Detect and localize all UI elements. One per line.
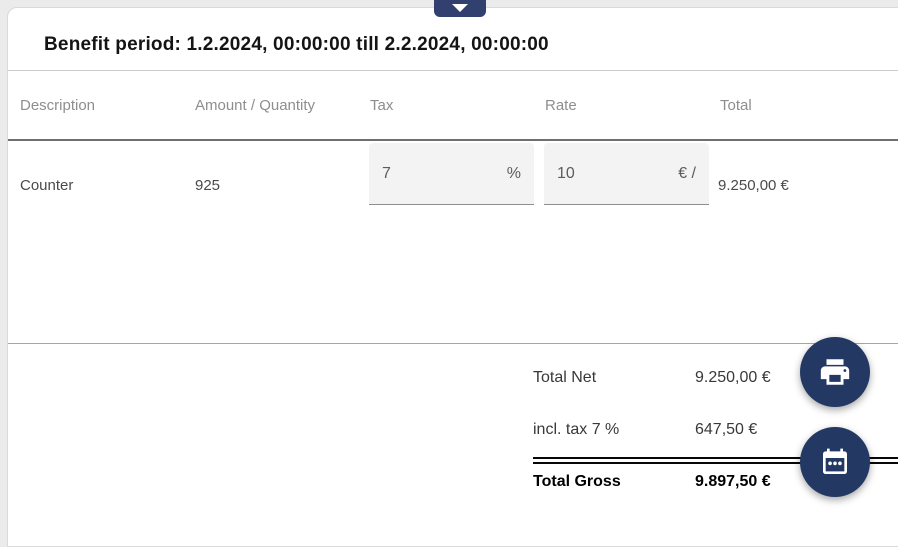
column-header-rate: Rate <box>545 97 577 114</box>
totals-divider <box>8 343 898 344</box>
calendar-button[interactable] <box>800 427 870 497</box>
print-button[interactable] <box>800 337 870 407</box>
incl-tax-label: incl. tax 7 % <box>533 421 620 438</box>
total-net-value: 9.250,00 € <box>695 369 771 386</box>
incl-tax-value: 647,50 € <box>695 421 758 438</box>
column-header-total: Total <box>720 97 752 114</box>
tax-unit-suffix: % <box>506 164 521 182</box>
calendar-icon <box>823 448 847 474</box>
title-divider <box>8 70 898 71</box>
invoice-panel <box>7 7 898 547</box>
benefit-period-title: Benefit period: 1.2.2024, 00:00:00 till … <box>44 34 549 55</box>
row-total: 9.250,00 € <box>718 177 789 194</box>
row-description: Counter <box>20 177 74 194</box>
total-net-label: Total Net <box>533 369 597 386</box>
column-header-tax: Tax <box>370 97 394 114</box>
column-header-amount: Amount / Quantity <box>195 97 316 114</box>
collapse-panel-button[interactable] <box>434 0 486 17</box>
column-header-description: Description <box>20 97 96 114</box>
row-amount: 925 <box>195 177 221 194</box>
rate-unit-suffix: € / <box>678 164 696 182</box>
gross-total-rule <box>533 457 898 464</box>
tax-input[interactable] <box>382 164 472 183</box>
total-gross-label: Total Gross <box>533 473 621 490</box>
header-divider <box>8 139 898 141</box>
total-gross-value: 9.897,50 € <box>695 473 771 490</box>
tax-field: % <box>369 143 534 205</box>
rate-input[interactable] <box>557 164 647 183</box>
print-icon <box>820 359 850 385</box>
chevron-down-icon <box>452 4 468 12</box>
rate-field: € / <box>544 143 709 205</box>
